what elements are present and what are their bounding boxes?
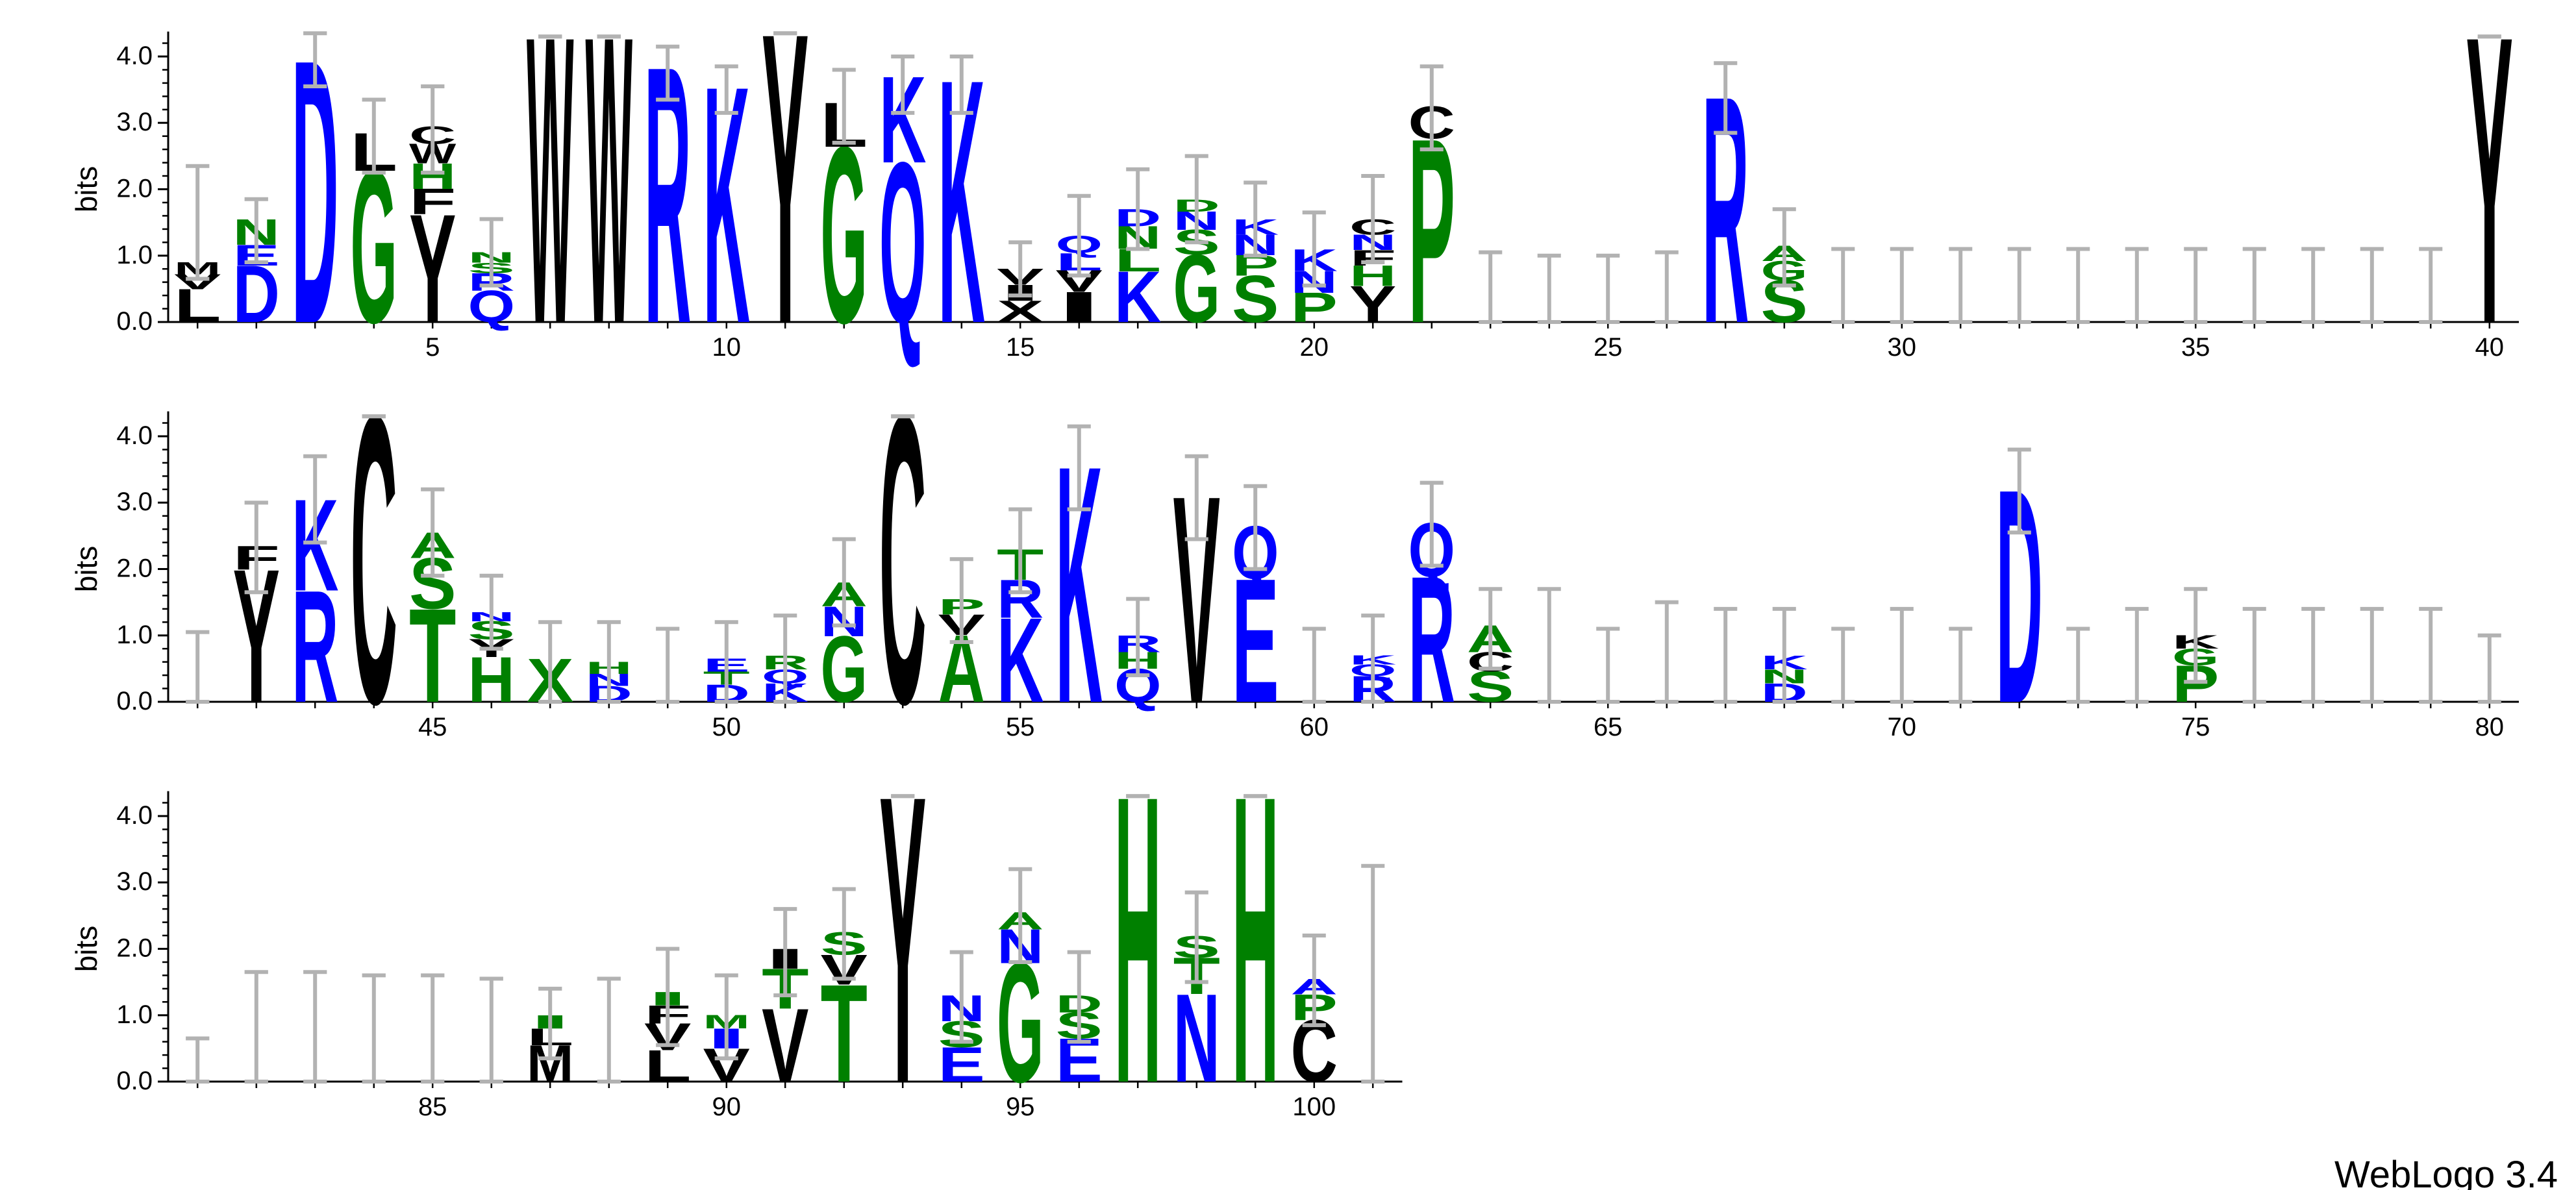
svg-text:2.0: 2.0 (116, 175, 153, 203)
svg-text:H: H (1114, 710, 1161, 1169)
svg-text:75: 75 (2181, 713, 2210, 741)
svg-text:85: 85 (418, 1093, 447, 1121)
svg-text:15: 15 (1006, 333, 1035, 362)
svg-text:2.0: 2.0 (116, 934, 153, 963)
svg-text:0.0: 0.0 (116, 687, 153, 715)
svg-text:50: 50 (712, 713, 742, 741)
svg-text:Y: Y (879, 711, 926, 1170)
svg-text:C: C (351, 330, 397, 789)
svg-text:Y: Y (2466, 0, 2513, 410)
svg-text:30: 30 (1888, 333, 1917, 362)
svg-text:bits: bits (69, 546, 103, 593)
svg-text:90: 90 (712, 1093, 742, 1121)
svg-text:WebLogo 3.4: WebLogo 3.4 (2334, 1154, 2558, 1190)
svg-text:2.0: 2.0 (116, 554, 153, 583)
svg-text:0.0: 0.0 (116, 1067, 153, 1095)
svg-text:Y: Y (762, 0, 808, 411)
svg-text:35: 35 (2181, 333, 2210, 362)
svg-text:20: 20 (1300, 333, 1329, 362)
svg-text:3.0: 3.0 (116, 867, 153, 896)
svg-text:4.0: 4.0 (116, 421, 153, 450)
svg-text:70: 70 (1888, 713, 1917, 741)
svg-text:0.0: 0.0 (116, 307, 153, 336)
svg-text:bits: bits (69, 926, 103, 973)
svg-text:W: W (527, 0, 574, 410)
svg-text:bits: bits (69, 166, 103, 213)
svg-text:3.0: 3.0 (116, 108, 153, 136)
svg-text:1.0: 1.0 (116, 241, 153, 269)
svg-text:4.0: 4.0 (116, 42, 153, 70)
svg-text:W: W (586, 0, 633, 410)
svg-text:1.0: 1.0 (116, 621, 153, 649)
svg-text:4.0: 4.0 (116, 801, 153, 830)
svg-text:3.0: 3.0 (116, 488, 153, 516)
svg-text:1.0: 1.0 (116, 1000, 153, 1029)
svg-text:H: H (1232, 710, 1279, 1169)
svg-text:25: 25 (1594, 333, 1623, 362)
svg-text:60: 60 (1300, 713, 1329, 741)
svg-text:65: 65 (1594, 713, 1623, 741)
svg-text:80: 80 (2475, 713, 2505, 741)
